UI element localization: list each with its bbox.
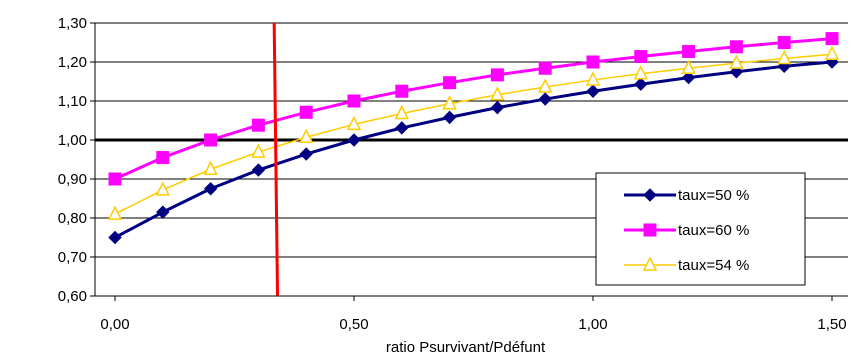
square-marker (347, 94, 361, 108)
y-tick-label: 0,60 (58, 288, 87, 305)
diamond-marker (442, 110, 457, 125)
square-marker (682, 44, 696, 58)
y-tick-label: 1,20 (58, 54, 87, 71)
vertical-marker-line (272, 22, 280, 297)
diamond-marker (490, 100, 505, 115)
legend-label: taux=60 % (678, 222, 749, 239)
square-marker (299, 105, 313, 119)
y-tick-label: 1,00 (58, 132, 87, 149)
legend: taux=50 % taux=60 % taux=54 % (595, 172, 806, 286)
square-marker (490, 68, 504, 82)
triangle-marker (155, 181, 171, 196)
square-marker (825, 32, 839, 46)
triangle-marker (394, 104, 410, 120)
triangle-marker (203, 160, 218, 175)
diamond-marker (538, 92, 552, 106)
y-tick-label: 1,30 (58, 15, 87, 32)
diamond-marker (251, 163, 266, 177)
diamond-marker (108, 230, 122, 245)
triangle-marker (251, 143, 266, 158)
square-marker (395, 84, 409, 98)
triangle-marker (298, 128, 314, 144)
triangle-marker (442, 95, 457, 110)
triangle-marker (346, 115, 362, 131)
triangle-marker (729, 54, 744, 69)
triangle-marker (824, 45, 840, 60)
series-group (107, 32, 840, 245)
triangle-marker (681, 59, 696, 74)
triangle-marker (490, 86, 505, 101)
reference-line-vertical (272, 22, 280, 297)
square-marker (108, 172, 122, 186)
y-axis-ticks: 0,60 0,70 0,80 0,90 1,00 1,10 1,20 1,30 (58, 15, 95, 305)
series-line (114, 37, 833, 181)
triangle-marker (776, 49, 792, 65)
diamond-marker (681, 70, 696, 85)
series-triangle (107, 45, 840, 220)
x-tick-label: 1,00 (578, 316, 607, 333)
diamond-marker (634, 77, 648, 91)
square-marker (251, 118, 265, 132)
series-line (114, 53, 833, 215)
y-tick-label: 1,10 (58, 93, 87, 110)
square-marker (156, 151, 170, 165)
square-marker (443, 76, 457, 90)
x-tick-label: 0,50 (339, 316, 368, 333)
series-square (108, 32, 839, 186)
diamond-marker (347, 133, 361, 147)
x-axis-ticks: 0,00 0,50 1,00 1,50 (100, 296, 847, 333)
triangle-marker (537, 78, 553, 93)
y-tick-label: 0,90 (58, 171, 87, 188)
x-axis-title: ratio Psurvivant/Pdéfunt (386, 339, 546, 356)
legend-label: taux=54 % (678, 257, 749, 274)
square-marker (729, 40, 743, 54)
triangle-marker (633, 65, 649, 80)
diamond-marker (643, 188, 657, 202)
diamond-marker (395, 121, 409, 135)
y-tick-label: 0,80 (58, 210, 87, 227)
x-tick-label: 1,50 (817, 316, 846, 333)
square-marker (634, 50, 648, 64)
square-marker (538, 61, 552, 75)
diamond-marker (299, 147, 313, 161)
series-line (114, 60, 833, 239)
square-marker (586, 55, 600, 69)
diamond-marker (586, 84, 600, 98)
square-marker (643, 223, 657, 237)
square-marker (204, 133, 218, 147)
triangle-marker (642, 256, 658, 271)
triangle-marker (585, 71, 601, 86)
y-tick-label: 0,70 (58, 249, 87, 266)
square-marker (777, 36, 791, 49)
x-tick-label: 0,00 (100, 316, 129, 333)
plot-axes (94, 23, 848, 297)
triangle-marker (107, 205, 123, 220)
legend-label: taux=50 % (678, 187, 749, 204)
diamond-marker (156, 205, 170, 219)
diamond-marker (203, 182, 218, 196)
